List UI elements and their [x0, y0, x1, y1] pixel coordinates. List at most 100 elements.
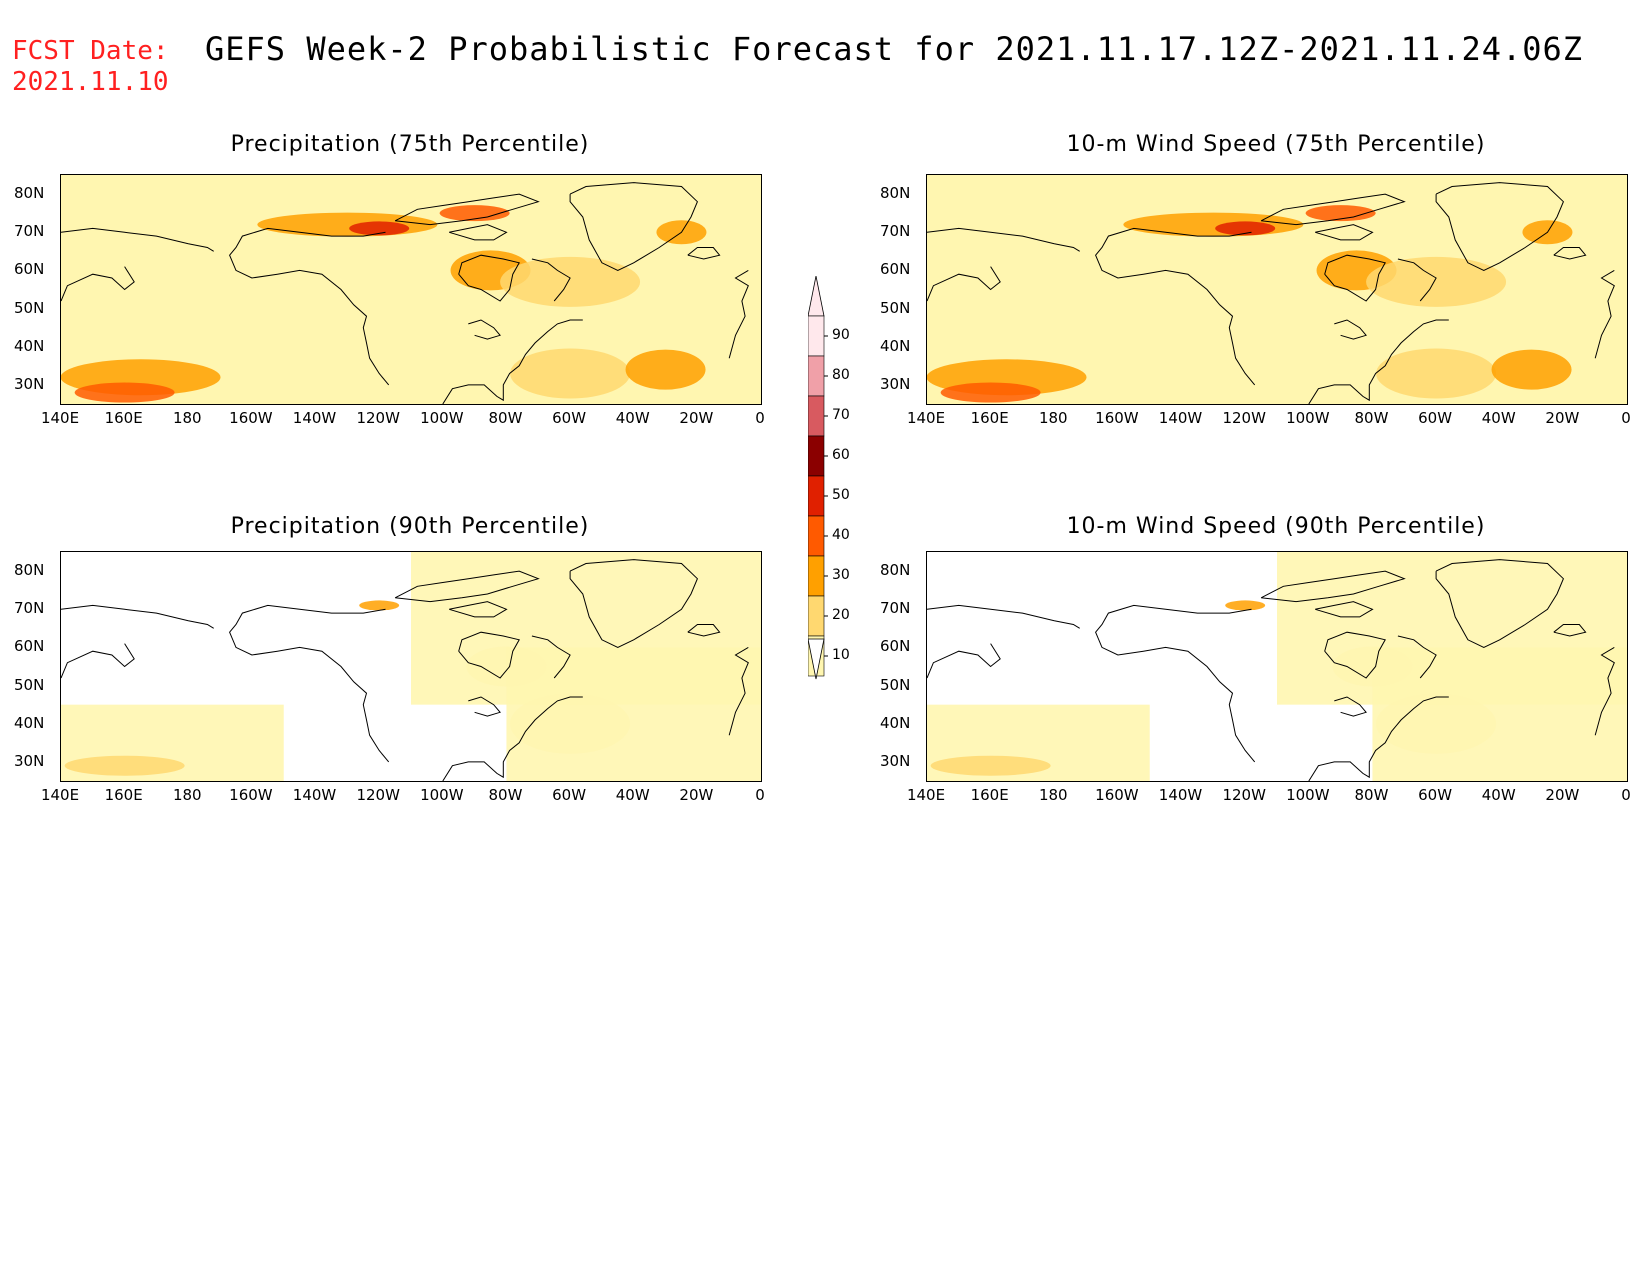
lat-tick-label: 70N — [14, 222, 45, 241]
lon-tick-label: 60W — [1418, 786, 1453, 804]
map-shading — [1491, 349, 1572, 390]
lon-tick-label: 140W — [292, 786, 337, 804]
lon-tick-label: 160E — [104, 786, 143, 804]
lon-tick-label: 60W — [1418, 409, 1453, 427]
lat-tick-label: 30N — [880, 751, 911, 770]
map-field — [927, 552, 1627, 781]
coastline — [1397, 635, 1437, 679]
lon-tick-label: 80W — [1354, 786, 1389, 804]
lon-tick-label: 160E — [970, 409, 1009, 427]
lon-tick-label: 180 — [172, 409, 202, 427]
panel-title: 10-m Wind Speed (75th Percentile) — [1066, 132, 1486, 157]
lon-tick-label: 160E — [970, 786, 1009, 804]
lat-tick-label: 80N — [14, 561, 45, 580]
colorbar-label: 20 — [832, 607, 850, 623]
coastline — [394, 570, 540, 603]
lat-tick-label: 50N — [880, 675, 911, 694]
lon-tick-label: 20W — [679, 409, 714, 427]
map-shading — [940, 382, 1041, 403]
coastline — [569, 182, 698, 271]
coastline — [927, 266, 1001, 302]
map-shading — [510, 693, 631, 754]
coastline — [927, 227, 1080, 252]
lon-tick-label: 0 — [755, 786, 765, 804]
coastline — [61, 227, 214, 252]
colorbar-label: 90 — [832, 327, 850, 343]
map-shading — [1123, 212, 1304, 237]
coastline — [531, 258, 571, 302]
panel-title: Precipitation (75th Percentile) — [230, 132, 590, 157]
map-shading — [930, 755, 1051, 776]
coastline — [61, 643, 135, 679]
lat-tick-label: 80N — [880, 184, 911, 203]
coastline — [1308, 319, 1449, 404]
coastline — [1324, 254, 1386, 302]
lon-tick-label: 120W — [356, 786, 400, 804]
map-wind-75 — [926, 174, 1628, 405]
coastline — [468, 319, 501, 340]
page-title: GEFS Week-2 Probabilistic Forecast for 2… — [205, 30, 1584, 68]
lat-tick-label: 70N — [14, 599, 45, 618]
coastline — [394, 193, 540, 226]
lon-tick-label: 40W — [615, 409, 650, 427]
lon-tick-label: 140W — [1158, 409, 1203, 427]
map-precip-90 — [60, 551, 762, 782]
lon-tick-label: 80W — [488, 409, 523, 427]
colorbar-label: 30 — [832, 567, 850, 583]
map-shading — [359, 600, 400, 611]
lat-tick-label: 40N — [880, 713, 911, 732]
lat-tick-label: 30N — [880, 374, 911, 393]
coastline — [1334, 319, 1367, 340]
colorbar-label: 70 — [832, 407, 850, 423]
map-precip-75 — [60, 174, 762, 405]
map-shading — [439, 205, 510, 222]
colorbar-label: 50 — [832, 487, 850, 503]
map-shading — [64, 755, 185, 776]
map-shading — [1376, 348, 1497, 399]
colorbar-swatch — [807, 475, 825, 517]
coastline — [458, 254, 520, 302]
forecast-date: FCST Date: 2021.11.10 — [12, 36, 169, 98]
lon-tick-label: 20W — [1545, 786, 1580, 804]
coastline — [1315, 601, 1374, 618]
coastline — [1594, 646, 1615, 736]
lon-tick-label: 140E — [906, 409, 946, 427]
lon-tick-label: 140W — [292, 409, 337, 427]
forecast-date-label: FCST Date: — [12, 36, 169, 66]
lon-tick-label: 160W — [1095, 786, 1139, 804]
coastline — [1095, 227, 1256, 386]
colorbar-label: 80 — [832, 367, 850, 383]
colorbar-swatch — [807, 355, 825, 397]
coastline — [687, 624, 721, 637]
lon-tick-label: 180 — [1038, 409, 1068, 427]
lat-tick-label: 40N — [880, 336, 911, 355]
coastline — [442, 319, 583, 404]
map-shading — [74, 382, 175, 403]
lat-tick-label: 50N — [880, 298, 911, 317]
coastline — [531, 635, 571, 679]
lon-tick-label: 100W — [420, 409, 464, 427]
coastline — [468, 696, 501, 717]
coastline — [449, 224, 508, 241]
map-field — [927, 175, 1627, 404]
map-shading — [1225, 600, 1266, 611]
map-field — [61, 552, 761, 781]
coastline — [1397, 258, 1437, 302]
lon-tick-label: 40W — [615, 786, 650, 804]
forecast-date-value: 2021.11.10 — [12, 67, 169, 97]
map-shading — [1332, 646, 1413, 687]
map-wind-90 — [926, 551, 1628, 782]
lon-tick-label: 100W — [1286, 786, 1330, 804]
map-shading — [1376, 693, 1497, 754]
colorbar-top-arrow — [807, 275, 825, 317]
lon-tick-label: 120W — [356, 409, 400, 427]
coastline — [1315, 224, 1374, 241]
coastline — [1435, 182, 1564, 271]
lat-tick-label: 80N — [880, 561, 911, 580]
lon-tick-label: 160W — [229, 409, 273, 427]
coastline — [229, 227, 390, 386]
lat-tick-label: 60N — [14, 260, 45, 279]
lat-tick-label: 50N — [14, 298, 45, 317]
coastline — [1594, 269, 1615, 359]
coastline — [442, 696, 583, 781]
